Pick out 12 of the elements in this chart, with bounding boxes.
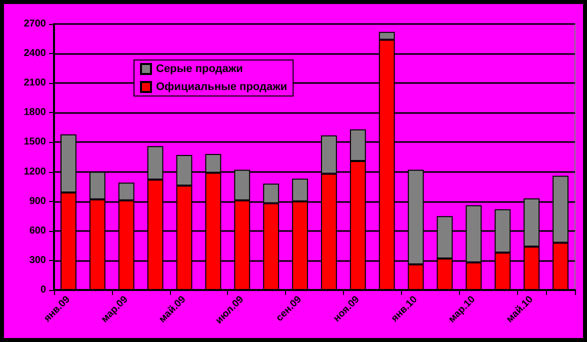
legend-label: Серые продажи (156, 63, 243, 75)
y-tick-label: 2400 (24, 48, 46, 60)
legend-label: Официальные продажи (156, 81, 288, 93)
y-tick-label: 600 (29, 225, 46, 236)
y-tick-label: 2700 (24, 18, 46, 30)
y-tick-label: 300 (29, 254, 46, 266)
y-tick-label: 1500 (24, 136, 46, 148)
y-tick-label: 1200 (24, 166, 46, 178)
y-tick-label: 2100 (24, 78, 46, 89)
y-tick-label: 1800 (24, 107, 46, 118)
y-tick-label: 900 (29, 196, 46, 207)
y-tick-label: 0 (40, 284, 46, 296)
